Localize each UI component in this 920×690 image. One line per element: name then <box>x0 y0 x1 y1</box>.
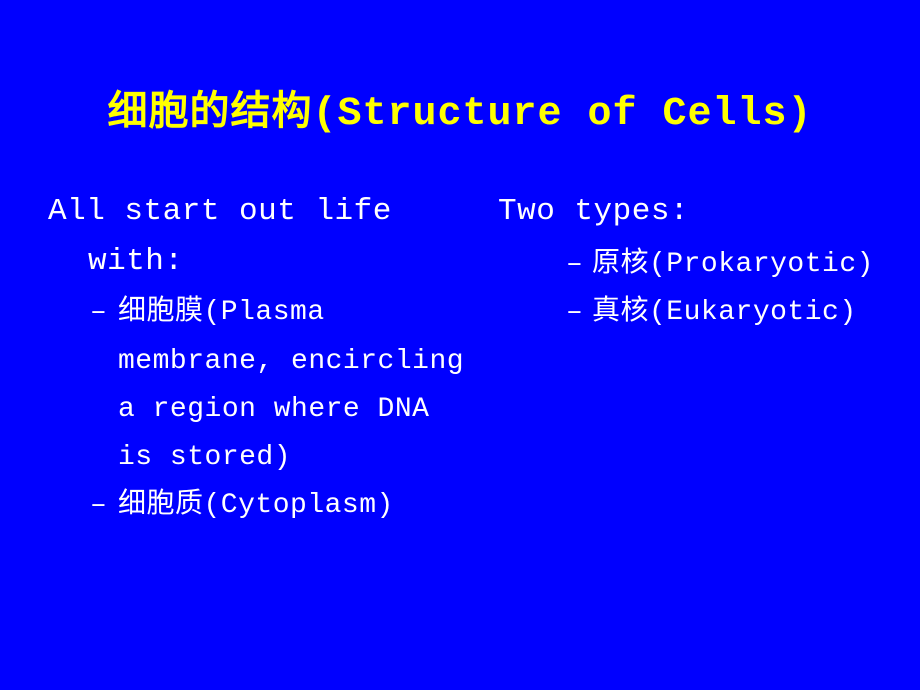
right-item-2: – 真核(Eukaryotic) <box>592 289 898 337</box>
dash-icon: – <box>566 289 583 337</box>
left-heading: All start out life with: <box>48 187 488 287</box>
left-heading-line1: All start out life <box>48 194 392 229</box>
dash-icon: – <box>566 241 583 289</box>
slide-container: 细胞的结构(Structure of Cells) All start out … <box>0 0 920 690</box>
left-sublist: – 细胞膜(Plasma membrane, encircling a regi… <box>48 287 488 530</box>
right-sublist: – 原核(Prokaryotic) – 真核(Eukaryotic) <box>498 237 898 337</box>
left-item-1-line4: is stored) <box>118 434 488 482</box>
left-item-2: – 细胞质(Cytoplasm) <box>118 482 488 530</box>
right-item-1: – 原核(Prokaryotic) <box>592 241 898 289</box>
content-row: All start out life with: – 细胞膜(Plasma me… <box>0 187 920 530</box>
left-heading-line2: with: <box>48 237 488 287</box>
left-item-1: – 细胞膜(Plasma membrane, encircling a regi… <box>118 289 488 482</box>
right-item-1-label: 原核(Prokaryotic) <box>592 249 874 280</box>
right-column: Two types: – 原核(Prokaryotic) – 真核(Eukary… <box>488 187 898 530</box>
dash-icon: – <box>90 289 107 337</box>
left-item-1-line1: 细胞膜(Plasma <box>118 297 325 328</box>
left-item-2-line1: 细胞质(Cytoplasm) <box>118 490 394 521</box>
right-heading: Two types: <box>498 187 898 237</box>
right-item-2-label: 真核(Eukaryotic) <box>592 297 857 328</box>
slide-title: 细胞的结构(Structure of Cells) <box>0 0 920 187</box>
dash-icon: – <box>90 482 107 530</box>
left-item-1-line3: a region where DNA <box>118 386 488 434</box>
left-item-1-line2: membrane, encircling <box>118 338 488 386</box>
left-column: All start out life with: – 细胞膜(Plasma me… <box>48 187 488 530</box>
